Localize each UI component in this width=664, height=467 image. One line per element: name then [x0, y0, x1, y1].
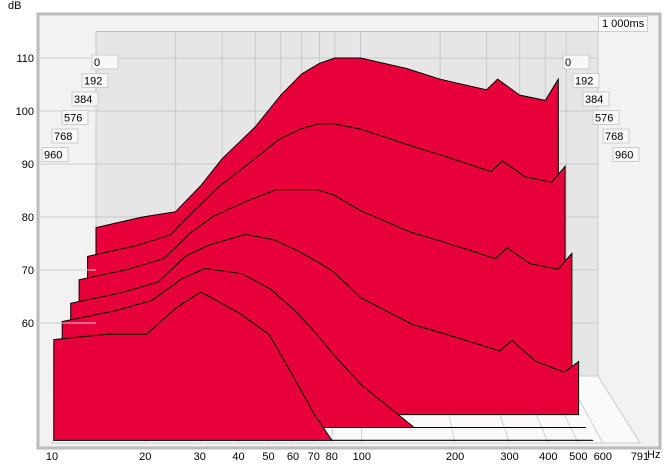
- time-tick-box-left: [81, 73, 109, 88]
- x-tick-label: 200: [446, 451, 464, 463]
- y-tick-label: 80: [22, 212, 34, 224]
- time-range-label: 1 000ms: [598, 16, 649, 32]
- time-tick-label-left: 960: [44, 150, 62, 162]
- time-tick-box-left: [41, 147, 69, 162]
- time-tick-label-right: 960: [615, 150, 633, 162]
- time-tick-box-right: [562, 54, 590, 70]
- time-tick-box-left: [71, 91, 99, 107]
- y-tick-label: 60: [22, 318, 34, 330]
- x-tick-label: 100: [353, 451, 371, 463]
- time-tick-label-right: 576: [595, 113, 613, 125]
- x-tick-label: 10: [46, 451, 58, 463]
- x-tick-label: 500: [569, 451, 587, 463]
- x-tick-label: 791: [631, 451, 649, 463]
- time-tick-label-left: 768: [54, 131, 72, 143]
- y-axis-label: dB: [8, 0, 22, 12]
- time-tick-label-right: 768: [605, 131, 623, 143]
- floor-gridline: [597, 375, 641, 444]
- waterfall-slice-960ms: [53, 291, 594, 441]
- x-tick-label: 30: [194, 451, 206, 463]
- y-tick-label: 100: [16, 106, 34, 118]
- x-tick-label: 20: [139, 451, 151, 463]
- x-tick-label: 70: [308, 451, 320, 463]
- y-tick-label: 90: [22, 159, 34, 171]
- x-unit-label: Hz: [647, 449, 661, 461]
- y-tick-label: 70: [22, 265, 34, 277]
- x-tick-label: 600: [594, 451, 612, 463]
- time-tick-label-right: 192: [575, 76, 593, 88]
- time-tick-box-left: [51, 128, 79, 144]
- time-tick-label-right: 0: [565, 57, 571, 69]
- x-tick-label: 40: [232, 451, 244, 463]
- time-tick-label-left: 384: [74, 94, 92, 106]
- time-tick-label-left: 576: [64, 113, 82, 125]
- time-tick-label-left: 192: [84, 76, 102, 88]
- time-tick-box-left: [91, 54, 119, 70]
- time-tick-box-left: [61, 110, 89, 125]
- time-tick-label-right: 384: [585, 94, 603, 106]
- time-tick-box-right: [572, 73, 600, 88]
- x-tick-label: 400: [539, 451, 557, 463]
- x-tick-label: 80: [326, 451, 338, 463]
- x-tick-label: 300: [500, 451, 518, 463]
- y-tick-label: 110: [16, 53, 34, 65]
- x-tick-label: 50: [262, 451, 274, 463]
- time-tick-box-right: [592, 110, 620, 125]
- time-tick-box-right: [582, 91, 610, 107]
- time-tick-box-right: [602, 128, 630, 144]
- time-tick-label-left: 0: [94, 57, 100, 69]
- time-tick-box-right: [612, 147, 640, 162]
- x-tick-label: 60: [287, 451, 299, 463]
